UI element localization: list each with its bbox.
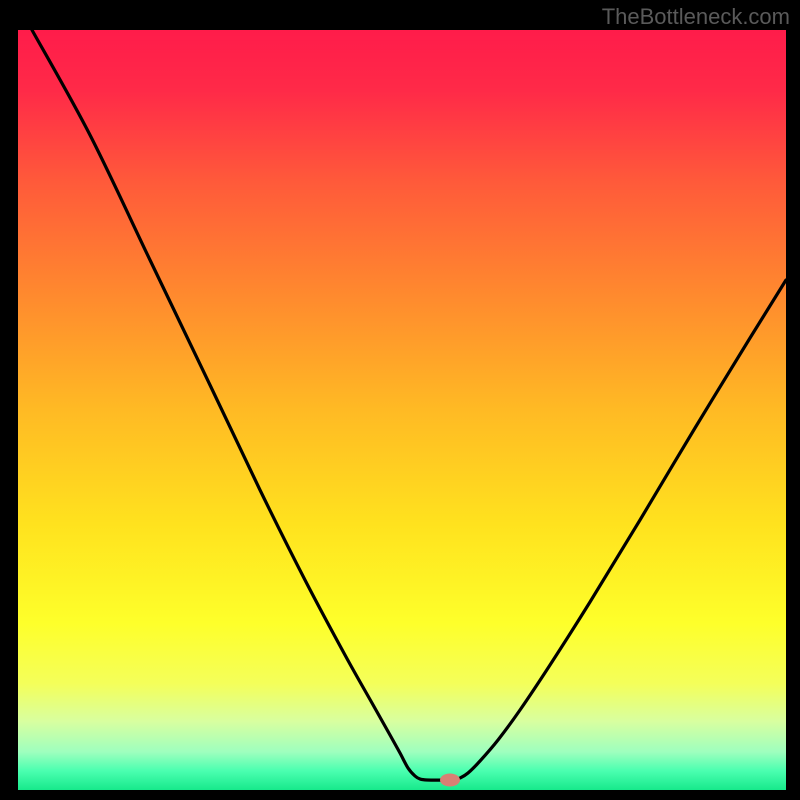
bottom-border — [0, 790, 800, 800]
watermark-text: TheBottleneck.com — [602, 4, 790, 30]
optimal-point-marker — [440, 774, 460, 787]
chart-gradient-background — [18, 30, 786, 790]
